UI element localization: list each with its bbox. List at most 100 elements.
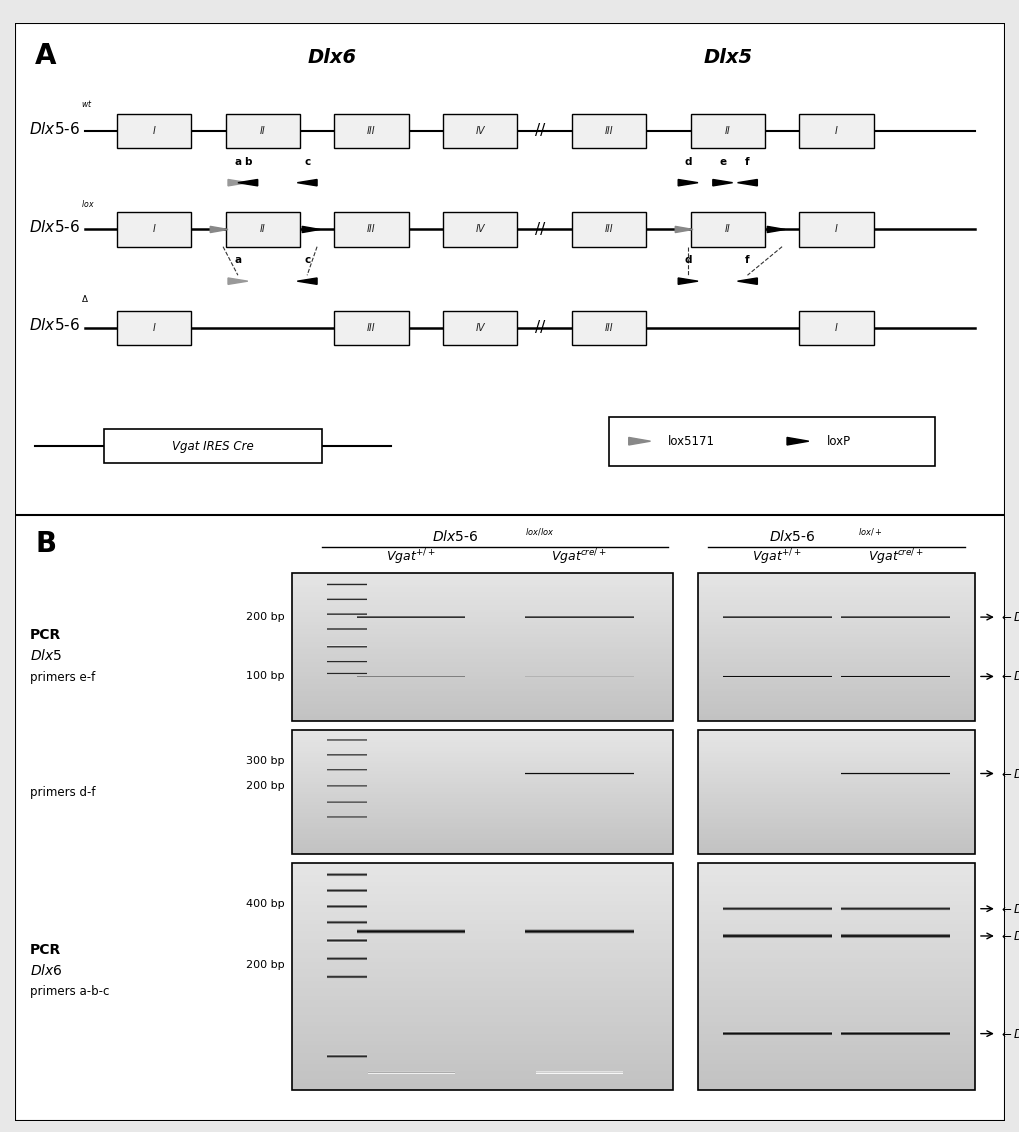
Bar [443,310,517,345]
Bar [697,1045,974,1048]
Bar [292,864,673,1090]
Bar [697,932,974,935]
Text: 200 bp: 200 bp [246,781,284,791]
Bar [292,767,673,770]
Bar [292,602,673,604]
Bar [697,711,974,713]
Bar [292,612,673,615]
Bar [697,1079,974,1083]
Bar [697,977,974,980]
Bar [697,629,974,632]
Bar [292,974,673,977]
Bar [292,757,673,760]
Text: $^{lox/+}$: $^{lox/+}$ [857,530,882,542]
Bar [292,924,673,927]
Bar [292,671,673,674]
Bar [697,732,974,735]
Bar [292,875,673,878]
Bar [697,717,974,719]
Bar [292,780,673,782]
Bar [292,753,673,755]
Bar [292,977,673,980]
Bar [697,615,974,617]
Bar [697,600,974,602]
Bar [697,719,974,721]
Text: Vgat IRES Cre: Vgat IRES Cre [172,439,254,453]
Bar [697,893,974,898]
Bar [697,573,974,721]
Text: loxP: loxP [825,435,850,447]
Bar [292,988,673,992]
Bar [697,886,974,890]
Bar [697,771,974,773]
Bar [697,736,974,738]
Bar [697,795,974,796]
Bar [697,1048,974,1053]
Bar [697,821,974,823]
Bar [697,1026,974,1030]
Bar [697,820,974,821]
Bar [292,790,673,792]
Bar [116,113,191,148]
Bar [292,783,673,786]
Bar [697,1022,974,1026]
Bar [292,795,673,796]
Bar [697,588,974,590]
Bar [292,835,673,838]
Bar [697,659,974,661]
Bar [292,659,673,661]
Bar [697,594,974,598]
Polygon shape [678,180,697,186]
Text: $^{lox}$: $^{lox}$ [81,199,94,209]
Bar [292,743,673,745]
Bar [697,864,974,1090]
Bar [292,852,673,855]
Bar [292,966,673,969]
Bar [697,632,974,634]
Bar [292,585,673,588]
Bar [225,212,300,247]
Bar [697,803,974,805]
Bar [292,1053,673,1056]
Bar [292,904,673,909]
Bar [292,1072,673,1075]
Text: I: I [835,323,838,333]
Bar [292,689,673,692]
Bar [292,1048,673,1053]
Polygon shape [737,278,756,284]
Text: II: II [260,126,265,136]
Bar [697,878,974,882]
Bar [292,916,673,920]
Bar [292,664,673,667]
Bar [697,800,974,803]
Bar [697,674,974,677]
Text: III: III [604,126,612,136]
Bar [697,898,974,901]
Bar [697,773,974,775]
Polygon shape [228,180,248,186]
Bar [697,1037,974,1041]
Bar [292,1034,673,1037]
Bar [292,654,673,657]
Bar [697,825,974,827]
Bar [697,765,974,767]
Bar [697,958,974,962]
Bar [292,803,673,805]
Bar [697,786,974,788]
Bar [292,1007,673,1011]
Text: c: c [304,256,310,265]
Text: III: III [604,224,612,234]
Bar [292,740,673,743]
Bar [292,771,673,773]
Bar [292,943,673,946]
Bar [697,713,974,717]
Text: $\it{Vgat}$$^{+/+}$: $\it{Vgat}$$^{+/+}$ [386,548,435,567]
Bar [697,1060,974,1064]
Bar [292,760,673,761]
Text: d: d [684,157,691,166]
Bar [292,823,673,825]
Bar [292,590,673,592]
Bar [697,706,974,709]
Text: III: III [367,323,375,333]
Polygon shape [628,437,650,445]
